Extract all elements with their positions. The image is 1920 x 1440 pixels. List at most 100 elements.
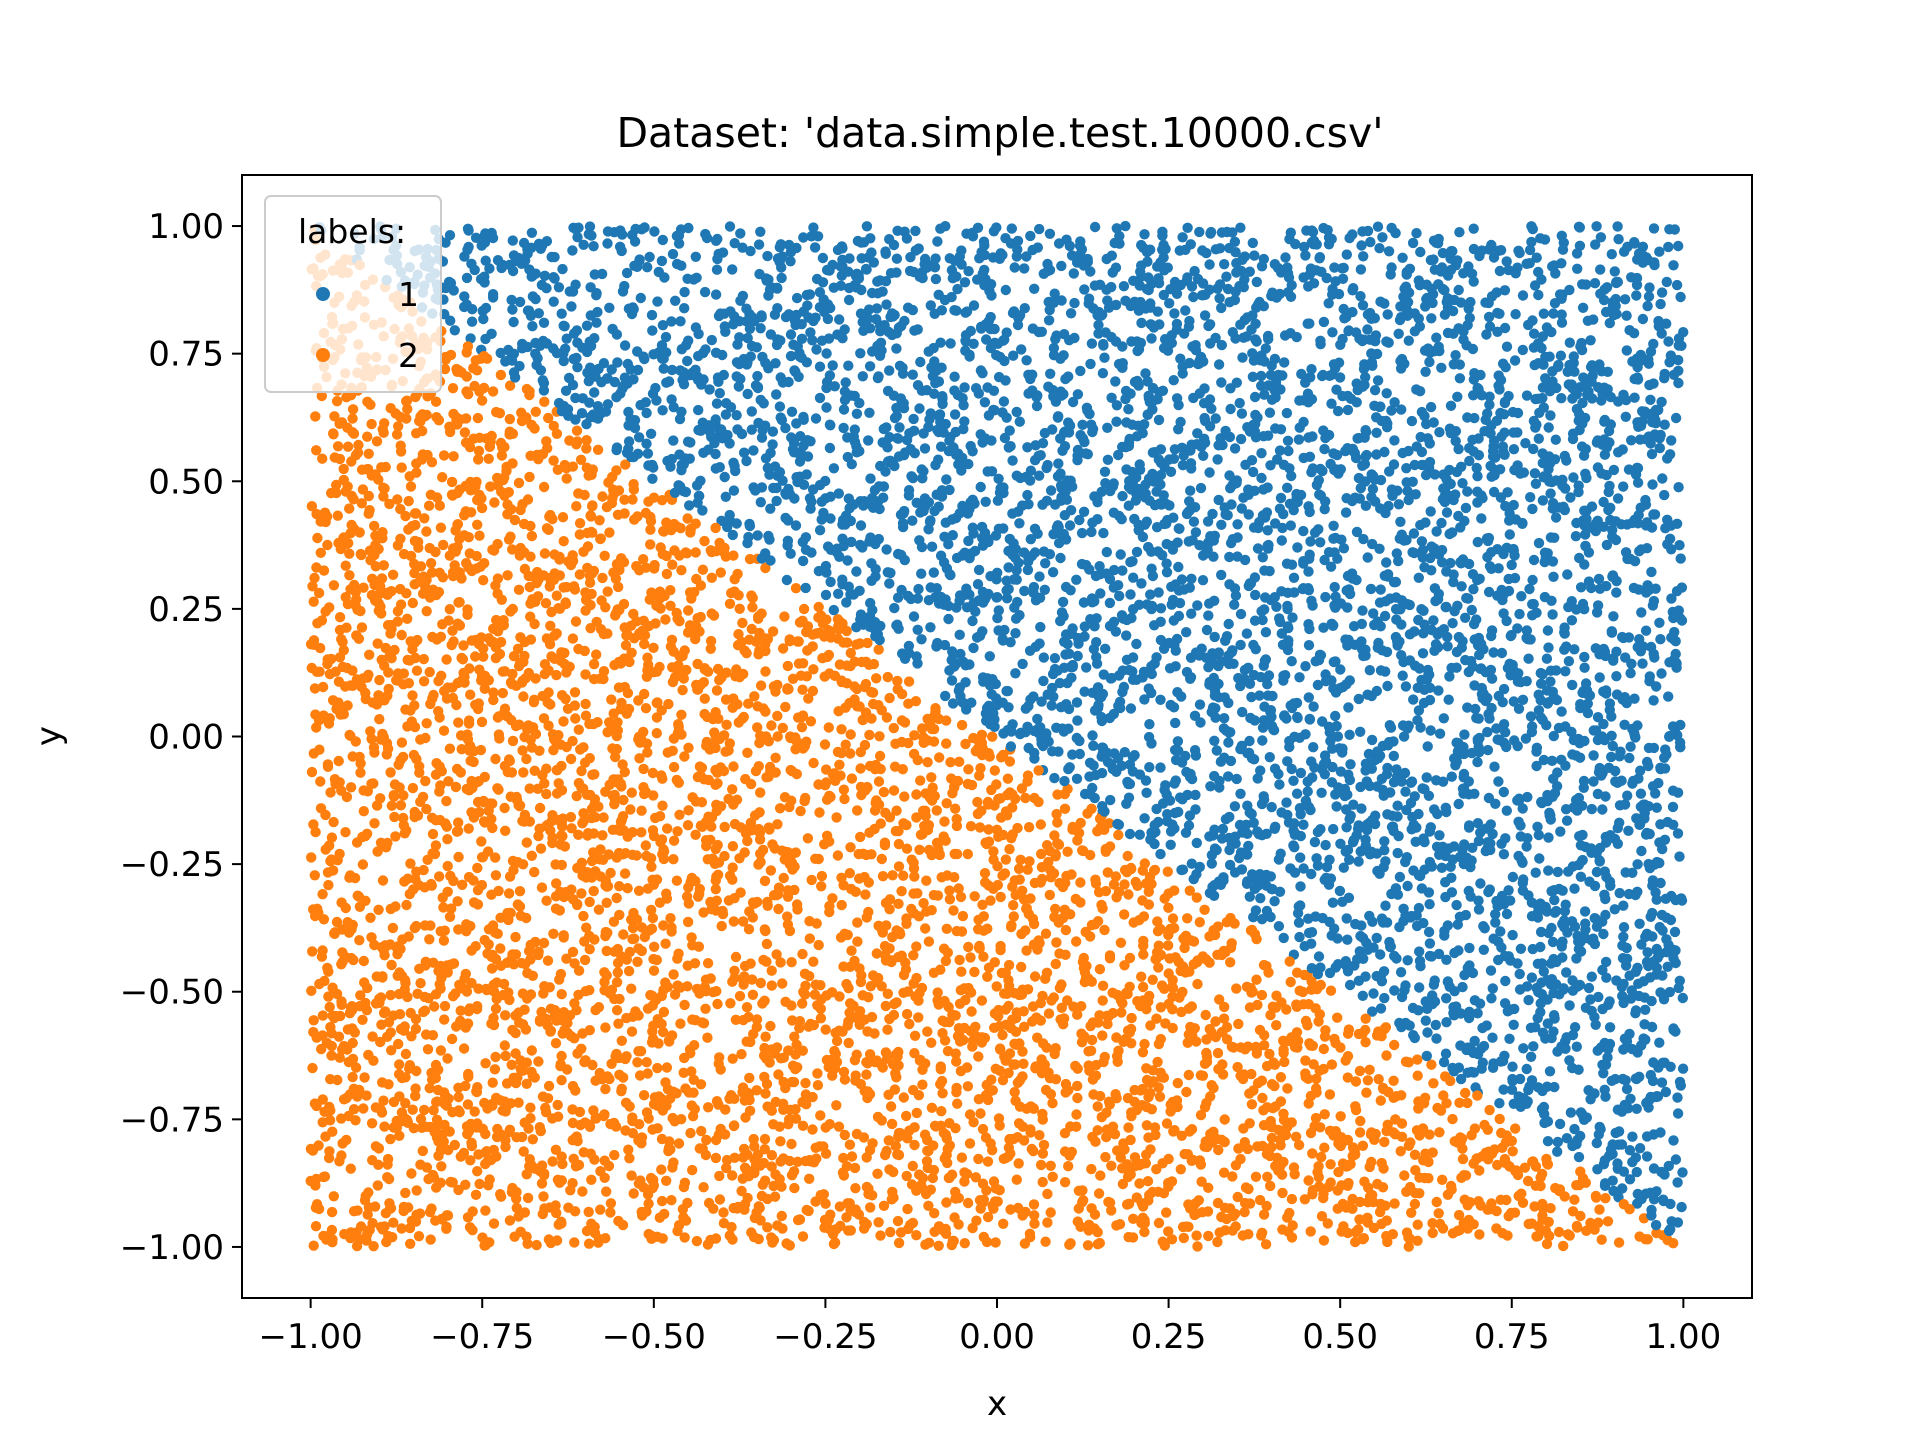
point-class-2 [357,1014,368,1025]
point-class-2 [819,671,830,682]
point-class-1 [833,588,844,599]
point-class-1 [1042,258,1053,270]
point-class-2 [1165,923,1176,935]
point-class-1 [1224,579,1235,590]
point-class-2 [1095,1170,1106,1181]
point-class-2 [415,1113,427,1125]
point-class-1 [1044,549,1056,560]
point-class-1 [1338,543,1350,554]
point-class-1 [849,390,860,402]
point-class-2 [923,1200,934,1212]
point-class-1 [1246,691,1257,703]
point-class-1 [1673,482,1684,493]
point-class-2 [901,1170,912,1182]
point-class-2 [1519,1162,1531,1173]
point-class-2 [358,1103,369,1114]
point-class-1 [1495,245,1507,256]
point-class-1 [1069,297,1080,309]
point-class-2 [333,755,344,767]
point-class-1 [657,234,668,246]
point-class-1 [738,447,750,458]
point-class-1 [1464,455,1475,467]
point-class-1 [1019,585,1030,597]
point-class-2 [945,757,956,768]
point-class-1 [1626,435,1637,446]
point-class-2 [994,1020,1005,1032]
point-class-2 [723,793,734,805]
point-class-1 [604,302,615,313]
point-class-2 [964,1138,976,1149]
point-class-2 [1427,1227,1438,1239]
point-class-2 [873,644,884,655]
point-class-2 [345,782,357,793]
point-class-1 [1072,715,1083,726]
point-class-2 [1037,990,1048,1002]
point-class-1 [1552,866,1564,878]
point-class-2 [690,547,701,558]
point-class-2 [957,910,969,922]
point-class-1 [1467,434,1478,445]
point-class-1 [586,230,597,241]
point-class-2 [364,649,375,660]
point-class-2 [491,977,502,988]
point-class-2 [769,843,781,854]
point-class-1 [699,286,711,298]
point-class-2 [873,776,885,787]
point-class-2 [306,852,317,863]
point-class-1 [1260,343,1272,354]
point-class-1 [1560,760,1571,771]
point-class-1 [1332,933,1343,944]
point-class-2 [682,820,694,831]
point-class-2 [510,1048,521,1059]
point-class-1 [1209,631,1220,643]
point-class-1 [1131,546,1143,558]
point-class-1 [1189,265,1200,277]
point-class-1 [1087,730,1098,741]
point-class-2 [315,776,326,787]
point-class-1 [1001,412,1012,423]
point-class-2 [393,1038,404,1050]
point-class-1 [589,269,600,280]
point-class-1 [1395,516,1406,527]
point-class-2 [394,1059,405,1070]
point-class-2 [1313,1172,1325,1183]
point-class-2 [417,1145,428,1157]
point-class-2 [1325,1159,1336,1170]
point-class-2 [489,1064,501,1075]
point-class-1 [1059,775,1070,787]
point-class-1 [459,251,470,262]
point-class-2 [611,892,622,904]
point-class-1 [1656,1077,1668,1088]
point-class-1 [752,370,763,382]
point-class-1 [1340,507,1352,518]
point-class-2 [888,1009,900,1021]
point-class-1 [755,226,766,237]
point-class-1 [1295,767,1307,779]
point-class-1 [977,368,988,379]
point-class-2 [982,971,993,982]
point-class-1 [1411,920,1423,932]
point-class-2 [638,1090,650,1101]
point-class-2 [641,850,652,862]
point-class-2 [564,435,575,446]
point-class-2 [603,1160,615,1172]
point-class-1 [1292,542,1303,553]
point-class-2 [1326,1059,1338,1070]
point-class-2 [965,821,977,832]
point-class-2 [982,1211,994,1223]
point-class-2 [979,868,991,879]
point-class-2 [955,985,966,996]
point-class-2 [358,806,369,817]
point-class-1 [1672,1177,1683,1188]
point-class-2 [771,949,782,960]
point-class-2 [1409,1149,1421,1161]
point-class-1 [1440,1048,1452,1059]
point-class-1 [781,574,793,586]
point-class-1 [1300,250,1311,261]
point-class-1 [1486,993,1497,1004]
point-class-1 [1420,1015,1432,1026]
point-class-1 [1436,557,1448,568]
point-class-1 [1379,845,1390,856]
point-class-2 [476,716,488,728]
point-class-2 [956,719,968,731]
